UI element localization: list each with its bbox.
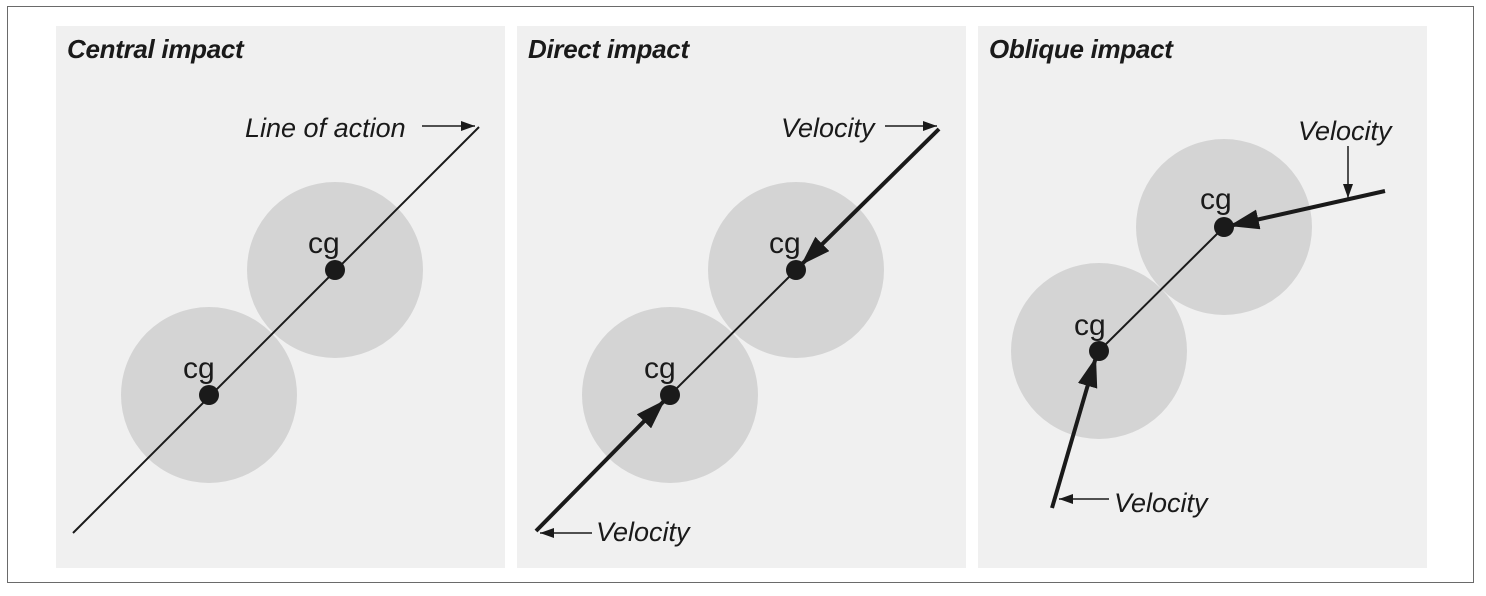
cg-label-lower: cg [183,352,215,385]
cg-point-lower [1089,341,1109,361]
velocity-vector-lower [1050,356,1098,509]
panel-title: Central impact [67,34,244,64]
cg-label-lower: cg [644,352,676,385]
velocity-vector-upper [1228,189,1386,230]
panel-direct-impact: Direct impact cg cg Velocity Velocity [517,26,966,568]
panel-title: Oblique impact [989,34,1173,64]
central-impact-diagram: cg cg Line of action [72,113,480,534]
cg-point-lower [660,385,680,405]
centre-line [1098,226,1225,352]
figure-frame: Central impact cg cg Line of action Dire… [7,6,1474,583]
cg-label-lower: cg [1074,309,1106,342]
cg-point-upper [325,260,345,280]
panel-title: Direct impact [528,34,689,64]
velocity-label-lower: Velocity [596,517,691,547]
cg-point-upper [1214,217,1234,237]
line-of-action-label: Line of action [245,113,406,143]
oblique-impact-diagram: cg cg Velocity Velocity [1011,116,1393,518]
cg-point-upper [786,260,806,280]
velocity-vector-upper [799,127,941,267]
velocity-label-upper: Velocity [1298,116,1393,146]
velocity-label-lower: Velocity [1114,488,1209,518]
velocity-vector-lower [534,398,667,533]
panel-central-impact: Central impact cg cg Line of action [56,26,505,568]
cg-point-lower [199,385,219,405]
direct-impact-diagram: cg cg Velocity Velocity [534,113,941,547]
cg-label-upper: cg [308,227,340,260]
velocity-label-upper: Velocity [781,113,876,143]
panel-oblique-impact: Oblique impact cg cg Velocity Velocity [978,26,1427,568]
cg-label-upper: cg [1200,183,1232,216]
cg-label-upper: cg [769,227,801,260]
line-of-action [72,126,480,534]
centre-line [669,269,797,396]
